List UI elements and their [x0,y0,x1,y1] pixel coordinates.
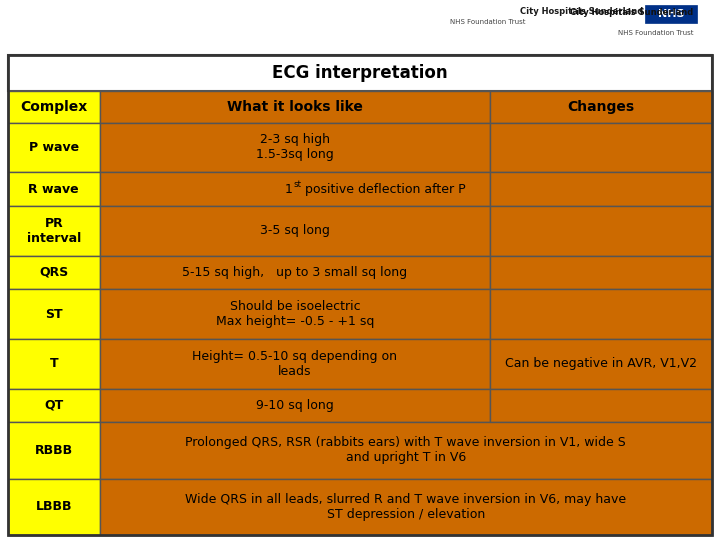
Text: LBBB: LBBB [35,501,72,514]
Bar [8,206,99,255]
Bar [99,255,490,289]
Text: 1: 1 [285,183,293,195]
Text: Changes: Changes [567,100,635,114]
Bar [99,422,712,478]
Bar [99,123,490,172]
Text: Complex: Complex [20,100,87,114]
Bar [490,289,712,339]
Bar [645,5,697,23]
Bar [8,255,99,289]
Bar [99,206,490,255]
Text: City Hospitals Sunderland: City Hospitals Sunderland [570,8,693,17]
Bar [490,123,712,172]
Bar [8,91,99,123]
Text: Wide QRS in all leads, slurred R and T wave inversion in V6, may have
ST depress: Wide QRS in all leads, slurred R and T w… [185,493,626,521]
Bar [490,172,712,206]
Bar [8,339,99,388]
Text: Height= 0.5-10 sq depending on
leads: Height= 0.5-10 sq depending on leads [192,350,397,378]
Text: QT: QT [44,399,63,412]
Text: QRS: QRS [39,266,68,279]
Bar [8,422,99,478]
Bar [8,55,712,535]
Text: Can be negative in AVR, V1,V2: Can be negative in AVR, V1,V2 [505,357,697,370]
Bar [8,289,99,339]
Bar [490,91,712,123]
Bar [99,91,490,123]
Text: What it looks like: What it looks like [227,100,363,114]
Bar [8,123,99,172]
Text: Should be isoelectric
Max height= -0.5 - +1 sq: Should be isoelectric Max height= -0.5 -… [216,300,374,328]
Text: Prolonged QRS, RSR (rabbits ears) with T wave inversion in V1, wide S
and uprigh: Prolonged QRS, RSR (rabbits ears) with T… [185,436,626,464]
Text: 3-5 sq long: 3-5 sq long [260,224,330,237]
Text: ECG interpretation: ECG interpretation [272,64,448,82]
Text: R wave: R wave [29,183,79,195]
Bar [99,289,490,339]
Bar [99,339,490,388]
Text: positive deflection after P: positive deflection after P [301,183,466,195]
Text: PR
interval: PR interval [27,217,81,245]
Bar [8,478,99,535]
Text: P wave: P wave [29,141,78,154]
Bar [8,55,712,91]
Bar [99,388,490,422]
Text: NHS: NHS [658,9,684,19]
Bar [490,339,712,388]
Text: 2-3 sq high
1.5-3sq long: 2-3 sq high 1.5-3sq long [256,133,334,161]
Bar [490,255,712,289]
Text: 5-15 sq high,   up to 3 small sq long: 5-15 sq high, up to 3 small sq long [182,266,408,279]
Bar [8,172,99,206]
Bar [99,478,712,535]
Bar [490,206,712,255]
Bar [8,388,99,422]
Text: NHS Foundation Trust: NHS Foundation Trust [450,19,526,25]
Bar [490,388,712,422]
Text: st: st [294,179,302,188]
Text: 9-10 sq long: 9-10 sq long [256,399,334,412]
Bar [99,172,490,206]
Text: NHS Foundation Trust: NHS Foundation Trust [618,30,693,36]
Text: City Hospitals Sunderland: City Hospitals Sunderland [520,8,643,17]
Text: ST: ST [45,308,63,321]
Text: RBBB: RBBB [35,444,73,457]
Text: T: T [50,357,58,370]
